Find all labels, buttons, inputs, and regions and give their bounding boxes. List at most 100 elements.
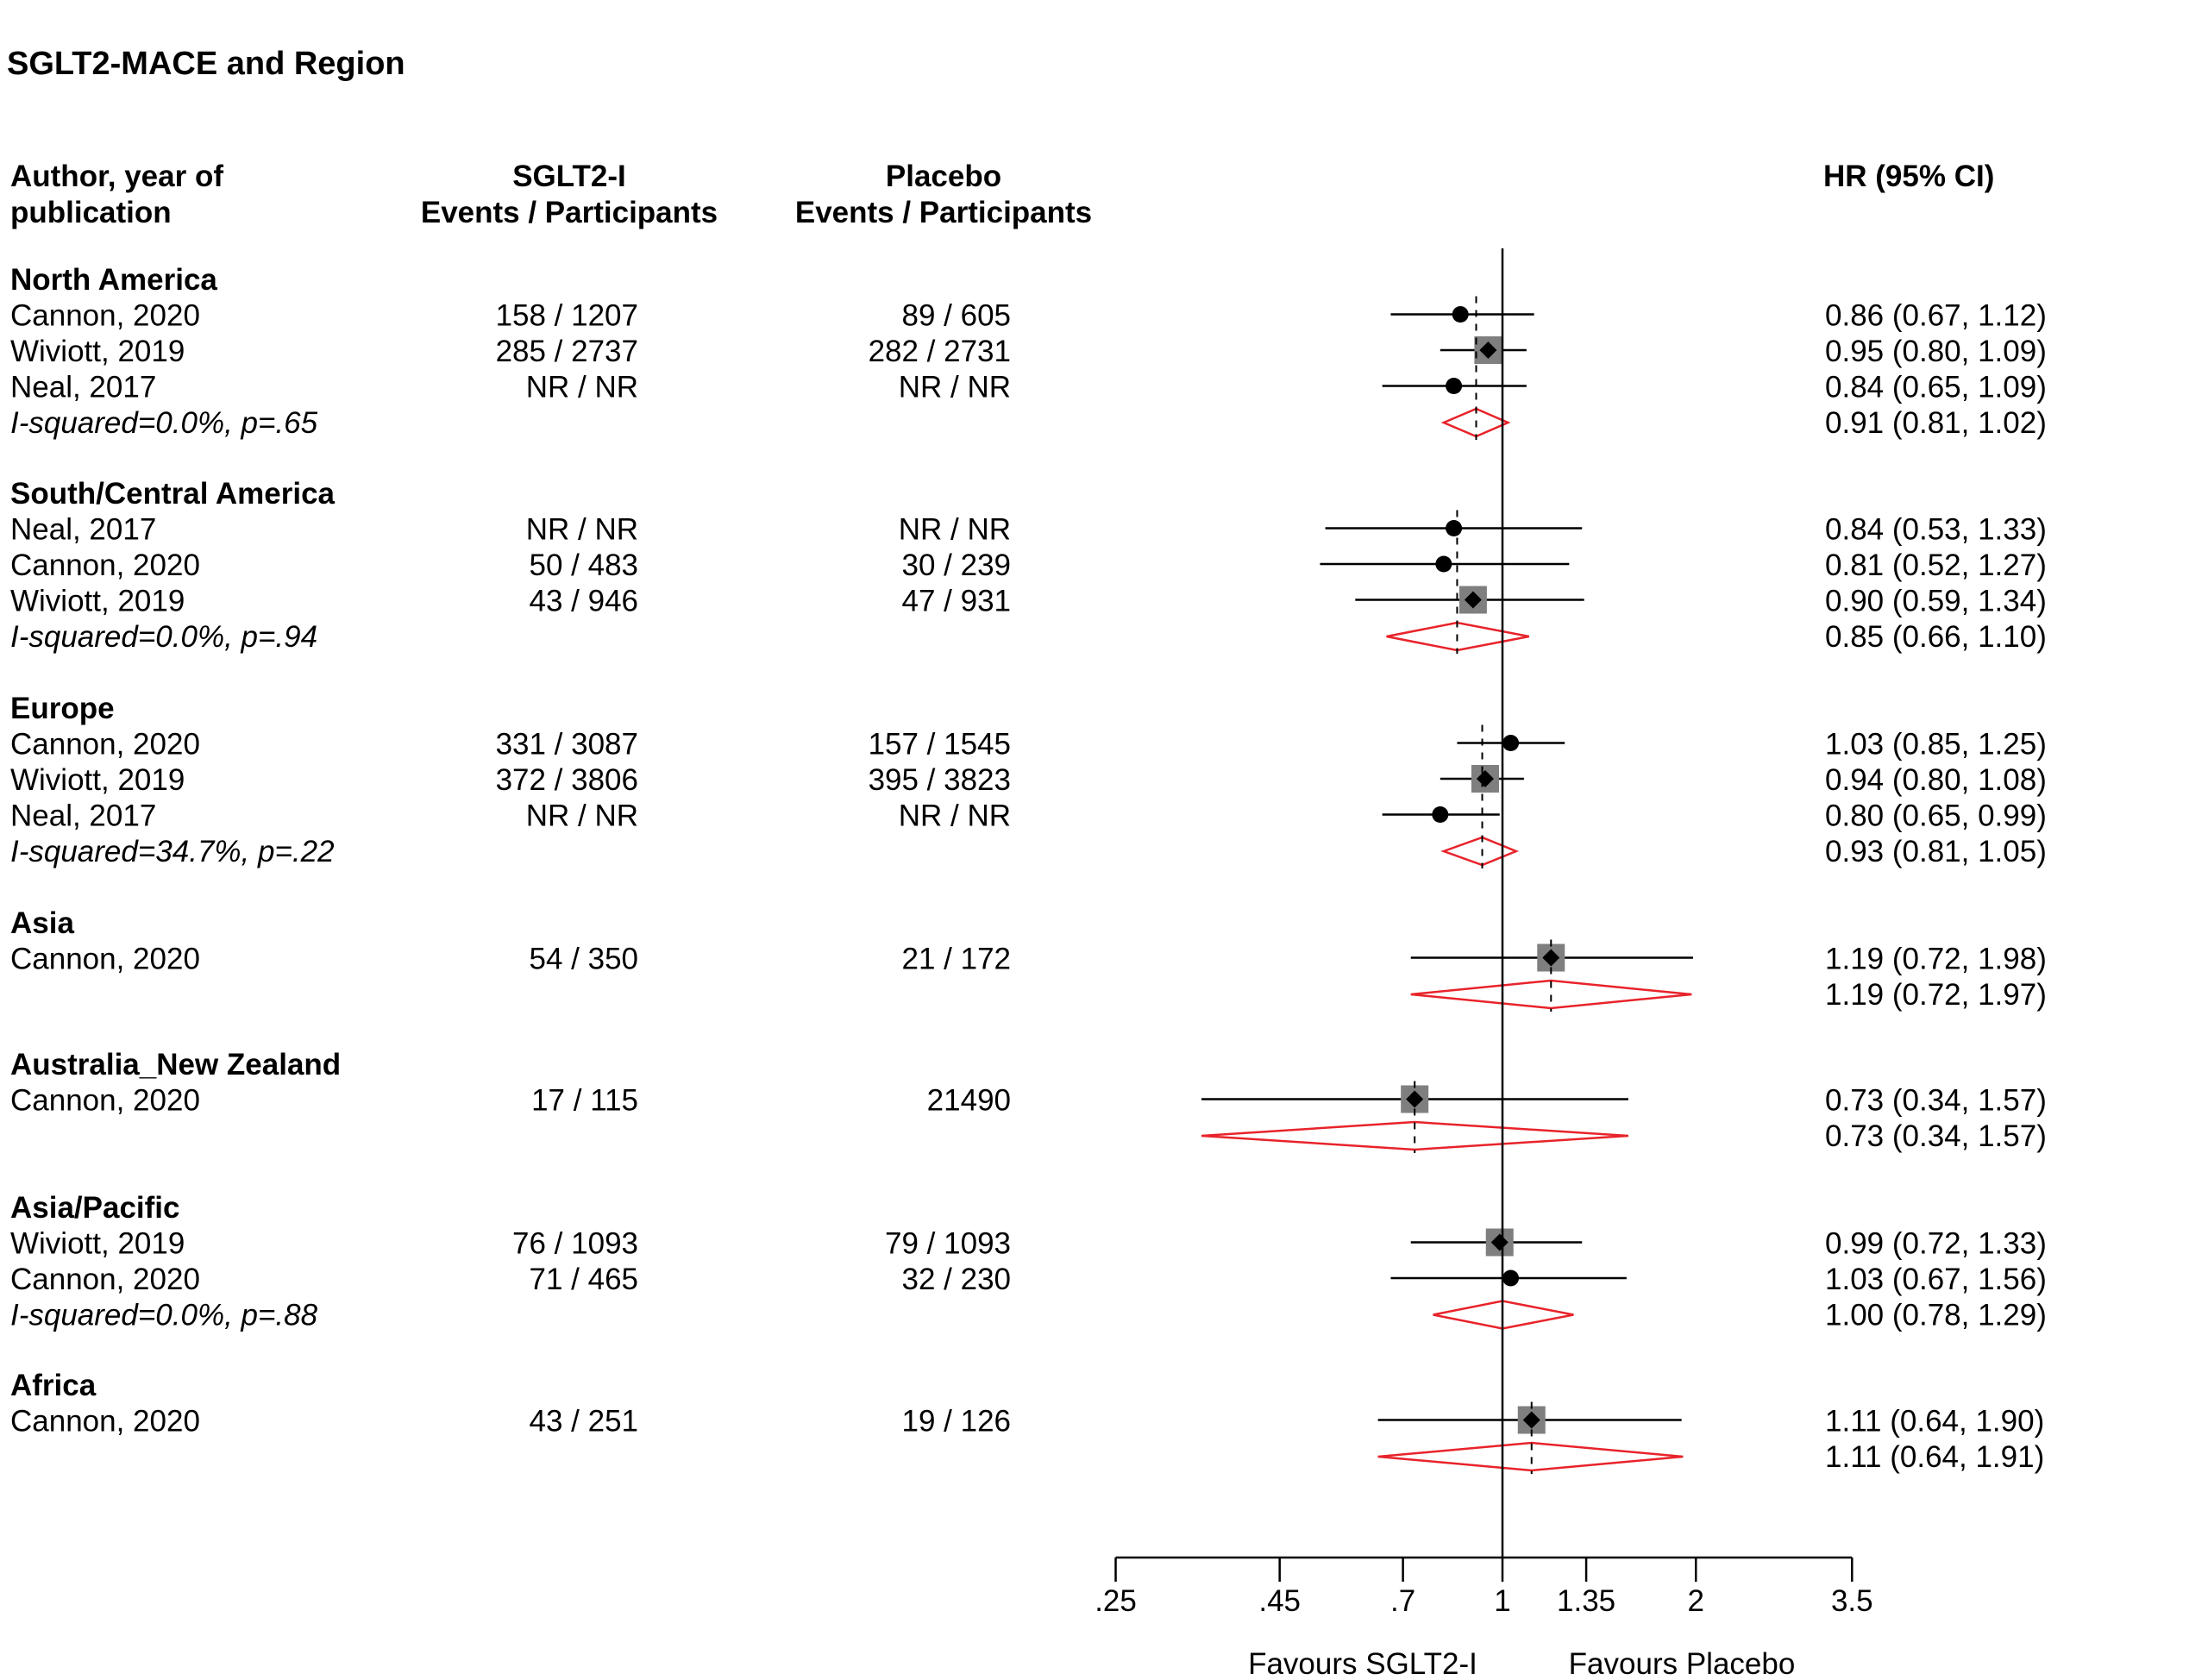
study-hr-ci: 1.19 (0.72, 1.98) [1825,943,2047,976]
study-label: Wiviott, 2019 [10,585,185,618]
axis-tick-label: .45 [1258,1584,1301,1618]
summary-diamond [1201,1120,1629,1151]
summary-diamond [1440,407,1511,438]
x-axis: .25 .45 .7 1 1.35 2 3.5 Favours SGLT2-I Favours … [1095,248,1873,1680]
treatment-events: NR / NR [526,371,638,404]
summary-hr-ci: 0.85 (0.66, 1.10) [1825,620,2047,654]
treatment-events: 43 / 946 [530,585,639,618]
treatment-events: 17 / 115 [531,1084,638,1118]
control-events: 19 / 126 [902,1405,1012,1439]
axis-tick-label: 1.35 [1557,1584,1615,1618]
summary-hr-ci: 1.00 (0.78, 1.29) [1825,1299,2047,1332]
point-estimate [1479,342,1497,359]
control-events: 395 / 3823 [869,763,1011,797]
favours-right-label: Favours Placebo [1569,1647,1796,1680]
point-estimate [1446,378,1463,394]
study-label: Cannon, 2020 [10,943,200,976]
forest-marks [1201,296,1693,1474]
treatment-events: 331 / 3087 [496,728,638,762]
group-label: Asia/Pacific [10,1191,180,1225]
control-events: 21490 [927,1084,1011,1118]
control-events: 79 / 1093 [885,1227,1011,1261]
study-label: Cannon, 2020 [10,1084,200,1118]
control-events: 282 / 2731 [869,335,1011,368]
treatment-events: 71 / 465 [530,1263,639,1296]
summary-hr-ci: 1.19 (0.72, 1.97) [1825,978,2047,1012]
summary-hr-ci: 0.73 (0.34, 1.57) [1825,1119,2047,1153]
study-label: Cannon, 2020 [10,1263,200,1296]
study-hr-ci: 0.90 (0.59, 1.34) [1825,585,2047,618]
study-label: Wiviott, 2019 [10,763,185,797]
control-events: NR / NR [899,799,1011,833]
header-study-line2: publication [10,196,172,229]
treatment-events: 76 / 1093 [512,1227,638,1261]
control-events: 89 / 605 [902,299,1012,333]
point-estimate [1446,520,1463,536]
point-estimate [1464,591,1482,609]
study-label: Wiviott, 2019 [10,1227,185,1261]
study-hr-ci: 0.81 (0.52, 1.27) [1825,549,2047,582]
chart-title: SGLT2-MACE and Region [7,46,405,82]
summary-diamond [1410,979,1692,1010]
control-events: 47 / 931 [902,585,1012,618]
point-estimate [1502,1269,1520,1287]
control-events: NR / NR [899,513,1011,547]
study-label: Neal, 2017 [10,513,156,547]
summary-hr-ci: 1.11 (0.64, 1.91) [1825,1440,2044,1474]
header-control-line2: Events / Participants [795,196,1092,229]
header-control-line1: Placebo [886,160,1001,193]
summary-diamond [1377,1441,1684,1472]
treatment-events: 54 / 350 [530,943,639,976]
point-estimate [1432,806,1449,823]
summary-diamond [1386,621,1530,652]
treatment-events: 43 / 251 [530,1405,639,1439]
treatment-events: 50 / 483 [530,549,639,582]
favours-left-label: Favours SGLT2-I [1248,1647,1477,1680]
treatment-events: NR / NR [526,799,638,833]
study-hr-ci: 0.94 (0.80, 1.08) [1825,763,2047,797]
study-hr-ci: 0.73 (0.34, 1.57) [1825,1084,2047,1118]
study-hr-ci: 0.99 (0.72, 1.33) [1825,1227,2047,1261]
summary-hr-ci: 0.93 (0.81, 1.05) [1825,835,2047,868]
point-estimate [1490,1233,1509,1251]
point-estimate [1452,306,1469,323]
study-hr-ci: 1.03 (0.67, 1.56) [1825,1263,2047,1296]
header-treatment-line2: Events / Participants [421,196,718,229]
point-estimate [1476,770,1494,787]
group-label: Africa [10,1369,97,1402]
study-label: Cannon, 2020 [10,549,200,582]
study-label: Cannon, 2020 [10,299,200,333]
study-label: Cannon, 2020 [10,728,200,762]
study-hr-ci: 1.03 (0.85, 1.25) [1825,728,2047,762]
control-events: 32 / 230 [902,1263,1012,1296]
study-hr-ci: 0.84 (0.53, 1.33) [1825,513,2047,547]
summary-diamond [1440,836,1520,867]
header-study-line1: Author, year of [10,160,223,193]
point-estimate [1502,735,1520,751]
group-label: Asia [10,906,74,940]
study-hr-ci: 0.95 (0.80, 1.09) [1825,335,2047,368]
point-estimate [1435,555,1452,573]
study-label: Wiviott, 2019 [10,335,185,368]
control-events: 157 / 1545 [869,728,1011,762]
axis-tick-label: 3.5 [1831,1584,1873,1618]
heterogeneity-label: I-squared=0.0%, p=.65 [10,406,318,440]
control-events: NR / NR [899,371,1011,404]
treatment-events: 372 / 3806 [496,763,638,797]
study-label: Cannon, 2020 [10,1405,200,1439]
heterogeneity-label: I-squared=0.0%, p=.88 [10,1299,318,1332]
study-label: Neal, 2017 [10,799,156,833]
summary-diamond [1433,1300,1574,1330]
axis-tick-label: .25 [1095,1584,1137,1618]
axis-tick-label: .7 [1390,1584,1415,1618]
treatment-events: 285 / 2737 [496,335,638,368]
axis-tick-label: 2 [1687,1584,1703,1618]
study-hr-ci: 1.11 (0.64, 1.90) [1825,1405,2044,1439]
study-label: Neal, 2017 [10,371,156,404]
treatment-events: NR / NR [526,513,638,547]
group-label: North America [10,263,217,297]
heterogeneity-label: I-squared=0.0%, p=.94 [10,620,317,654]
treatment-events: 158 / 1207 [496,299,638,333]
